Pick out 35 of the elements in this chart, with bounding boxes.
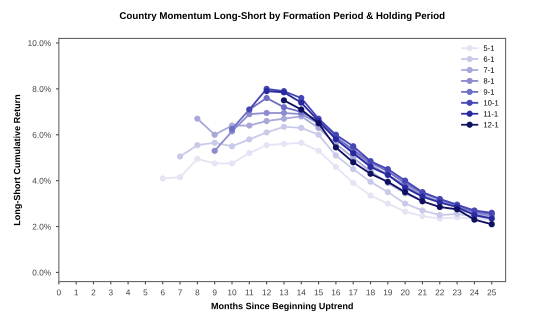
x-tick-label: 22 — [436, 289, 444, 296]
x-tick-label: 2 — [92, 289, 96, 296]
y-tick-label: 4.0% — [32, 178, 51, 184]
x-tick-label: 18 — [366, 289, 375, 296]
x-tick-label: 10 — [228, 289, 236, 296]
x-axis-title: Months Since Beginning Uptrend — [212, 302, 353, 312]
x-tick-label: 5 — [143, 290, 148, 296]
chart-title: Country Momentum Long-Short by Formation Period & Holding Period — [120, 12, 444, 22]
x-tick-label: 15 — [314, 290, 323, 296]
x-tick-label: 21 — [418, 289, 427, 296]
x-tick-label: 17 — [349, 290, 358, 296]
x-tick-label: 4 — [126, 290, 130, 296]
x-tick-label: 12 — [262, 289, 271, 296]
x-tick-label: 1 — [74, 290, 78, 296]
x-tick-label: 0 — [56, 289, 61, 296]
y-tick-label: 6.0% — [32, 132, 51, 138]
x-tick-label: 14 — [297, 290, 306, 296]
x-tick-label: 13 — [280, 289, 288, 296]
y-tick-label: 10.0% — [28, 40, 51, 46]
y-axis-title: Long-Short Cumulative Return — [14, 94, 22, 226]
x-tick-label: 16 — [332, 289, 340, 296]
x-tick-label: 23 — [452, 289, 462, 296]
x-tick-label: 3 — [108, 289, 113, 296]
x-tick-label: 11 — [246, 290, 254, 296]
y-tick-label: 0.0% — [32, 270, 51, 276]
x-tick-label: 6 — [160, 289, 165, 296]
x-tick-label: 19 — [384, 289, 392, 296]
x-tick-label: 8 — [195, 289, 200, 296]
x-tick-label: 20 — [400, 289, 410, 296]
y-tick-label: 8.0% — [32, 86, 51, 92]
x-tick-label: 25 — [488, 289, 496, 296]
x-tick-label: 9 — [212, 289, 217, 296]
y-tick-label: 2.0% — [32, 224, 51, 230]
x-tick-label: 24 — [470, 289, 479, 296]
x-tick-label: 7 — [178, 290, 182, 296]
